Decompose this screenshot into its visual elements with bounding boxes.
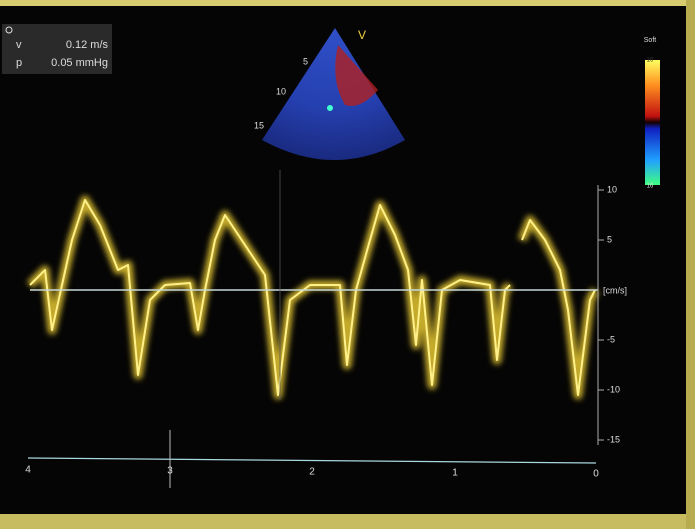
time-tick-label: 2 <box>309 467 315 478</box>
depth-label: 10 <box>276 86 286 96</box>
right-border <box>686 0 695 529</box>
time-tick-label: 0 <box>593 469 599 480</box>
info-value: 0.12 m/s <box>66 39 109 51</box>
velocity-tick-label: 10 <box>607 184 617 194</box>
velocity-tick-label: 5 <box>607 234 612 244</box>
info-icon <box>5 26 13 34</box>
top-border <box>0 0 695 6</box>
depth-label: 15 <box>254 120 264 130</box>
time-tick-label: 3 <box>167 466 173 477</box>
color-bar-bottom: 16 <box>647 184 654 190</box>
color-flow <box>335 45 378 106</box>
color-bar <box>645 60 660 185</box>
info-box <box>2 24 112 74</box>
velocity-ticks: 10 5 -5 -10 -15 <box>598 184 620 444</box>
velocity-tick-label: -15 <box>607 434 620 444</box>
time-axis <box>27 457 597 464</box>
sample-gate <box>327 105 333 111</box>
sector-label: V <box>358 28 366 42</box>
depth-label: 5 <box>303 56 308 66</box>
time-tick-label: 1 <box>452 468 458 479</box>
velocity-tick-label: -10 <box>607 384 620 394</box>
color-sector <box>262 28 405 160</box>
color-bar-title: Soft <box>644 37 657 44</box>
velocity-unit: [cm/s] <box>603 285 627 295</box>
info-value: 0.05 mmHg <box>51 57 108 69</box>
velocity-tick-label: -5 <box>607 334 615 344</box>
color-bar-top: 16 <box>647 58 654 64</box>
time-tick-label: 4 <box>25 465 31 476</box>
info-label: v <box>16 39 22 51</box>
bottom-border <box>0 514 695 529</box>
info-label: p <box>16 57 22 69</box>
time-ticks: 4 3 2 1 0 <box>25 465 599 480</box>
